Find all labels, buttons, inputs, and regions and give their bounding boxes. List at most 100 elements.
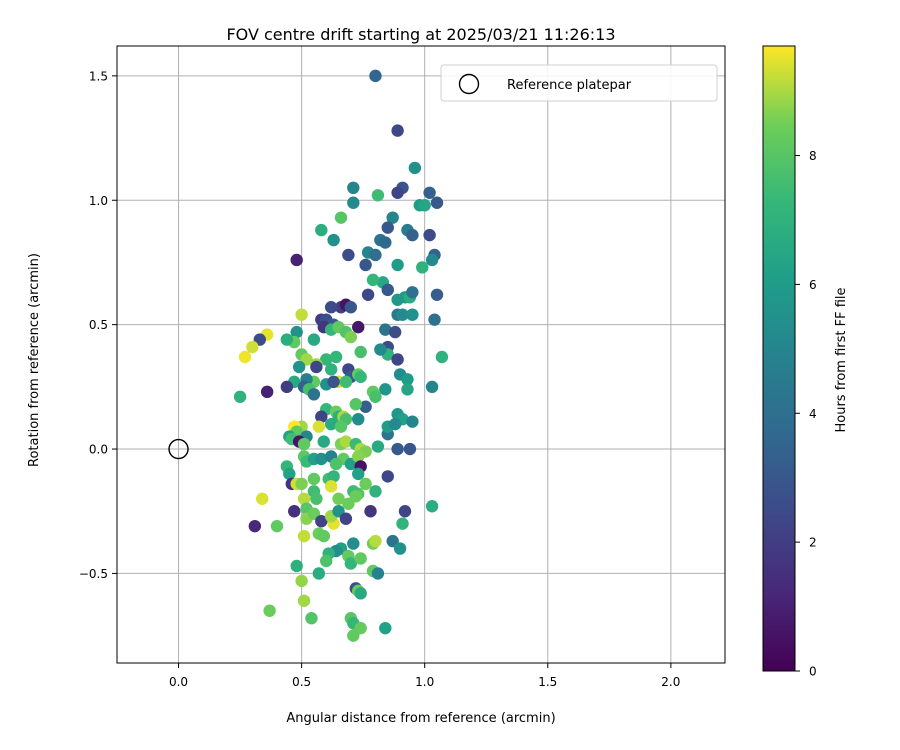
x-tick-label: 1.5 [538,675,557,689]
data-point [324,363,338,376]
data-point [393,542,407,555]
data-point [381,283,394,297]
data-point [334,420,348,433]
x-tick-label: 2.0 [661,675,680,689]
y-axis-title: Rotation from reference (arcmin) [27,253,42,467]
data-point [288,505,301,518]
colorbar-tick-label: 6 [809,278,817,292]
data-point [352,467,365,481]
colorbar-tick-label: 2 [809,536,817,550]
data-point [329,457,343,471]
data-point [406,228,419,242]
data-point [263,604,276,617]
data-point [361,288,375,301]
data-point [324,417,338,431]
data-point [359,400,372,413]
data-point [324,480,338,493]
data-point [401,373,414,386]
data-point [347,181,360,195]
data-point [435,350,449,364]
data-point [398,505,412,518]
data-point [315,223,328,237]
data-point [344,301,358,314]
data-point [312,420,326,433]
colorbar-ticks: 0 2 4 6 8 [795,149,817,679]
data-point [386,211,399,224]
data-point [327,375,340,389]
legend: Reference platepar [440,64,718,102]
data-point [391,258,404,272]
data-point [354,370,367,384]
data-point [295,308,308,321]
data-point [339,512,353,525]
data-point [359,477,372,491]
data-point [352,412,365,426]
colorbar-tick-label: 4 [809,407,817,421]
data-point [423,228,436,242]
reference-platepar-marker [168,438,189,460]
data-point [406,308,419,321]
data-point [416,261,429,274]
data-point [425,380,439,394]
data-point [297,529,311,543]
data-point [349,490,362,503]
data-point [307,388,321,401]
data-point [317,529,330,543]
data-point [369,390,382,403]
data-point [381,470,394,483]
data-point [280,380,294,394]
data-point [391,353,404,366]
data-point [317,435,330,448]
data-point [391,293,404,306]
data-point [307,333,321,346]
data-point [315,452,328,466]
data-point [283,467,296,481]
data-point [408,161,422,175]
data-point [246,340,259,354]
data-point [379,383,392,396]
legend-label: Reference platepar [507,78,632,93]
data-point [406,286,419,299]
colorbar-tick-label: 8 [809,149,817,163]
data-point [310,492,323,505]
data-point [297,594,311,608]
data-point [369,534,382,548]
data-point [233,390,247,403]
data-point [290,559,303,573]
data-point [391,186,404,199]
data-point [290,253,303,267]
colorbar-gradient [762,45,796,672]
data-point [295,574,308,588]
data-point [238,350,252,364]
data-point [352,320,365,334]
colorbar-label: Hours from first FF file [834,287,849,432]
data-point [320,353,333,366]
data-point [339,435,353,448]
data-point [305,612,318,625]
x-tick-label: 0.5 [292,675,311,689]
y-tick-label: 0.0 [89,443,108,457]
data-point [324,301,338,314]
legend-box [440,64,718,102]
data-point [315,514,328,528]
data-point [347,629,360,642]
x-tick-label: 1.0 [415,675,434,689]
data-point [371,440,385,453]
data-point [347,537,360,550]
legend-marker-circle [458,73,480,95]
y-tick-label: 1.0 [89,194,108,208]
y-tick-label: 0.5 [89,318,108,332]
grid [117,46,725,663]
data-point [430,196,444,209]
data-point [312,567,326,580]
data-point [297,437,311,451]
data-point [352,450,365,463]
data-point [354,552,367,565]
plot-frame [116,45,726,664]
data-point [248,519,262,533]
data-point [369,69,382,83]
data-point [349,398,362,411]
data-point [391,442,404,456]
data-point [425,500,439,513]
data-point [396,308,409,321]
